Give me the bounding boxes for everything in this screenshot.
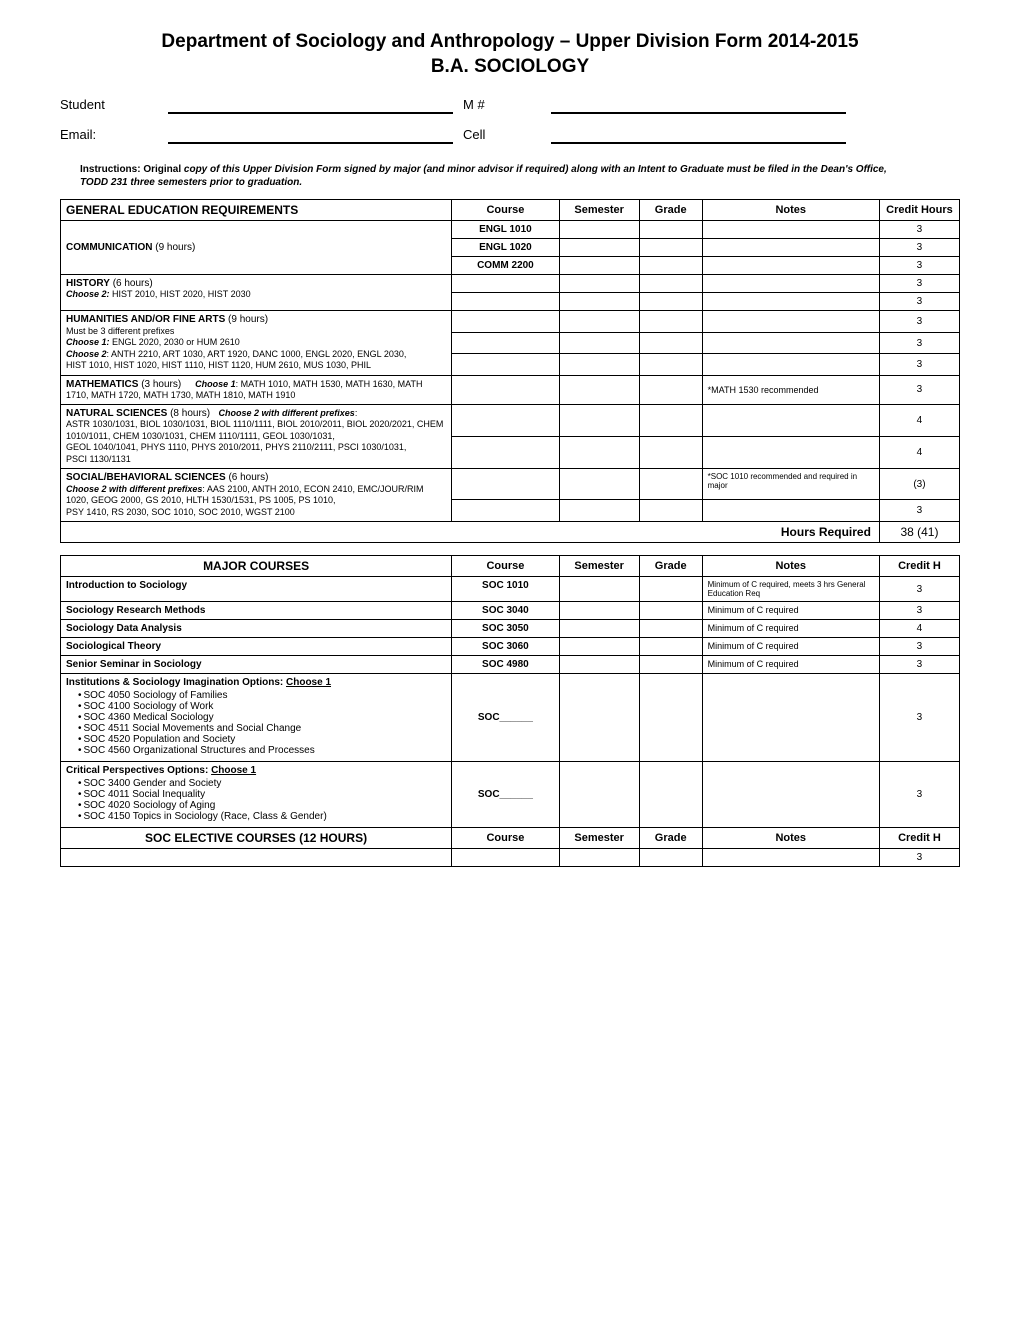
page-title: Department of Sociology and Anthropology… (60, 30, 960, 79)
table-row: COMMUNICATION (9 hours) ENGL 1010 3 (61, 221, 960, 239)
semester-cell[interactable] (559, 257, 639, 275)
hist-label: HISTORY (66, 278, 110, 289)
table-row: Institutions & Sociology Imagination Opt… (61, 674, 960, 762)
table-row: 3 (61, 849, 960, 867)
list-item: SOC 4020 Sociology of Aging (78, 800, 446, 811)
credit-cell: 3 (879, 221, 959, 239)
list-item: SOC 4360 Medical Sociology (78, 712, 446, 723)
table-row: Senior Seminar in SociologySOC 4980Minim… (61, 656, 960, 674)
comm-hours: (9 hours) (155, 242, 195, 253)
grade-cell[interactable] (639, 221, 702, 239)
title-line-2: B.A. SOCIOLOGY (431, 56, 589, 77)
list-item: SOC 4150 Topics in Sociology (Race, Clas… (78, 811, 446, 822)
grade-cell[interactable] (639, 239, 702, 257)
title-line-1: Department of Sociology and Anthropology… (161, 31, 858, 52)
col-credit: Credit Hours (879, 200, 959, 221)
credit-cell: 3 (879, 239, 959, 257)
email-label: Email: (60, 127, 160, 144)
table-row: Critical Perspectives Options: Choose 1 … (61, 762, 960, 828)
notes-cell[interactable] (702, 239, 879, 257)
table-row: Sociology Research MethodsSOC 3040Minimu… (61, 602, 960, 620)
notes-cell[interactable] (702, 221, 879, 239)
student-row: Student M # (60, 94, 960, 114)
col-semester: Semester (559, 200, 639, 221)
mnum-field[interactable] (551, 94, 846, 114)
student-field[interactable] (168, 94, 453, 114)
list-item: SOC 4100 Sociology of Work (78, 701, 446, 712)
cell-label: Cell (463, 127, 543, 144)
table-row: MATHEMATICS (3 hours) Choose 1: MATH 101… (61, 375, 960, 404)
mnum-label: M # (463, 97, 543, 114)
credit-cell: 3 (879, 257, 959, 275)
semester-cell[interactable] (559, 221, 639, 239)
cell-field[interactable] (551, 124, 846, 144)
elective-header: SOC ELECTIVE COURSES (12 HOURS) Course S… (61, 828, 960, 849)
grade-cell[interactable] (639, 257, 702, 275)
col-notes: Notes (702, 200, 879, 221)
course-code: ENGL 1020 (452, 239, 560, 257)
list-item: SOC 4011 Social Inequality (78, 789, 446, 800)
table-row: SOCIAL/BEHAVIORAL SCIENCES (6 hours) Cho… (61, 469, 960, 500)
table-row: HISTORY (6 hours) Choose 2: HIST 2010, H… (61, 275, 960, 293)
inst-line2: TODD 231 three semesters prior to gradua… (80, 177, 302, 188)
list-item: SOC 4511 Social Movements and Social Cha… (78, 723, 446, 734)
major-header: MAJOR COURSES Course Semester Grade Note… (61, 556, 960, 577)
course-code: ENGL 1010 (452, 221, 560, 239)
notes-cell[interactable] (702, 257, 879, 275)
table-row: Sociological TheorySOC 3060Minimum of C … (61, 638, 960, 656)
table-row: HUMANITIES AND/OR FINE ARTS (9 hours) Mu… (61, 311, 960, 333)
instructions: Instructions: Original copy of this Uppe… (80, 164, 960, 189)
table-row: Sociology Data AnalysisSOC 3050Minimum o… (61, 620, 960, 638)
list-item: SOC 4520 Population and Society (78, 734, 446, 745)
gen-ed-header: GENERAL EDUCATION REQUIREMENTS Course Se… (61, 200, 960, 221)
hours-required-row: Hours Required 38 (41) (61, 522, 960, 543)
col-gened: GENERAL EDUCATION REQUIREMENTS (61, 200, 452, 221)
course-code: COMM 2200 (452, 257, 560, 275)
inst-italic: copy of this Upper Division Form signed … (184, 164, 887, 175)
table-row: Introduction to SociologySOC 1010Minimum… (61, 577, 960, 602)
course-code[interactable] (452, 275, 560, 293)
table-row: NATURAL SCIENCES (8 hours) Choose 2 with… (61, 404, 960, 436)
list-item: SOC 4050 Sociology of Families (78, 690, 446, 701)
list-item: SOC 4560 Organizational Structures and P… (78, 745, 446, 756)
list-item: SOC 3400 Gender and Society (78, 778, 446, 789)
gen-ed-table: GENERAL EDUCATION REQUIREMENTS Course Se… (60, 199, 960, 543)
email-row: Email: Cell (60, 124, 960, 144)
student-label: Student (60, 97, 160, 114)
inst-prefix: Instructions: Original (80, 164, 184, 175)
email-field[interactable] (168, 124, 453, 144)
comm-label: COMMUNICATION (66, 242, 152, 253)
col-grade: Grade (639, 200, 702, 221)
col-course: Course (452, 200, 560, 221)
hist-hours: (6 hours) (113, 278, 153, 289)
major-table: MAJOR COURSES Course Semester Grade Note… (60, 555, 960, 867)
semester-cell[interactable] (559, 239, 639, 257)
